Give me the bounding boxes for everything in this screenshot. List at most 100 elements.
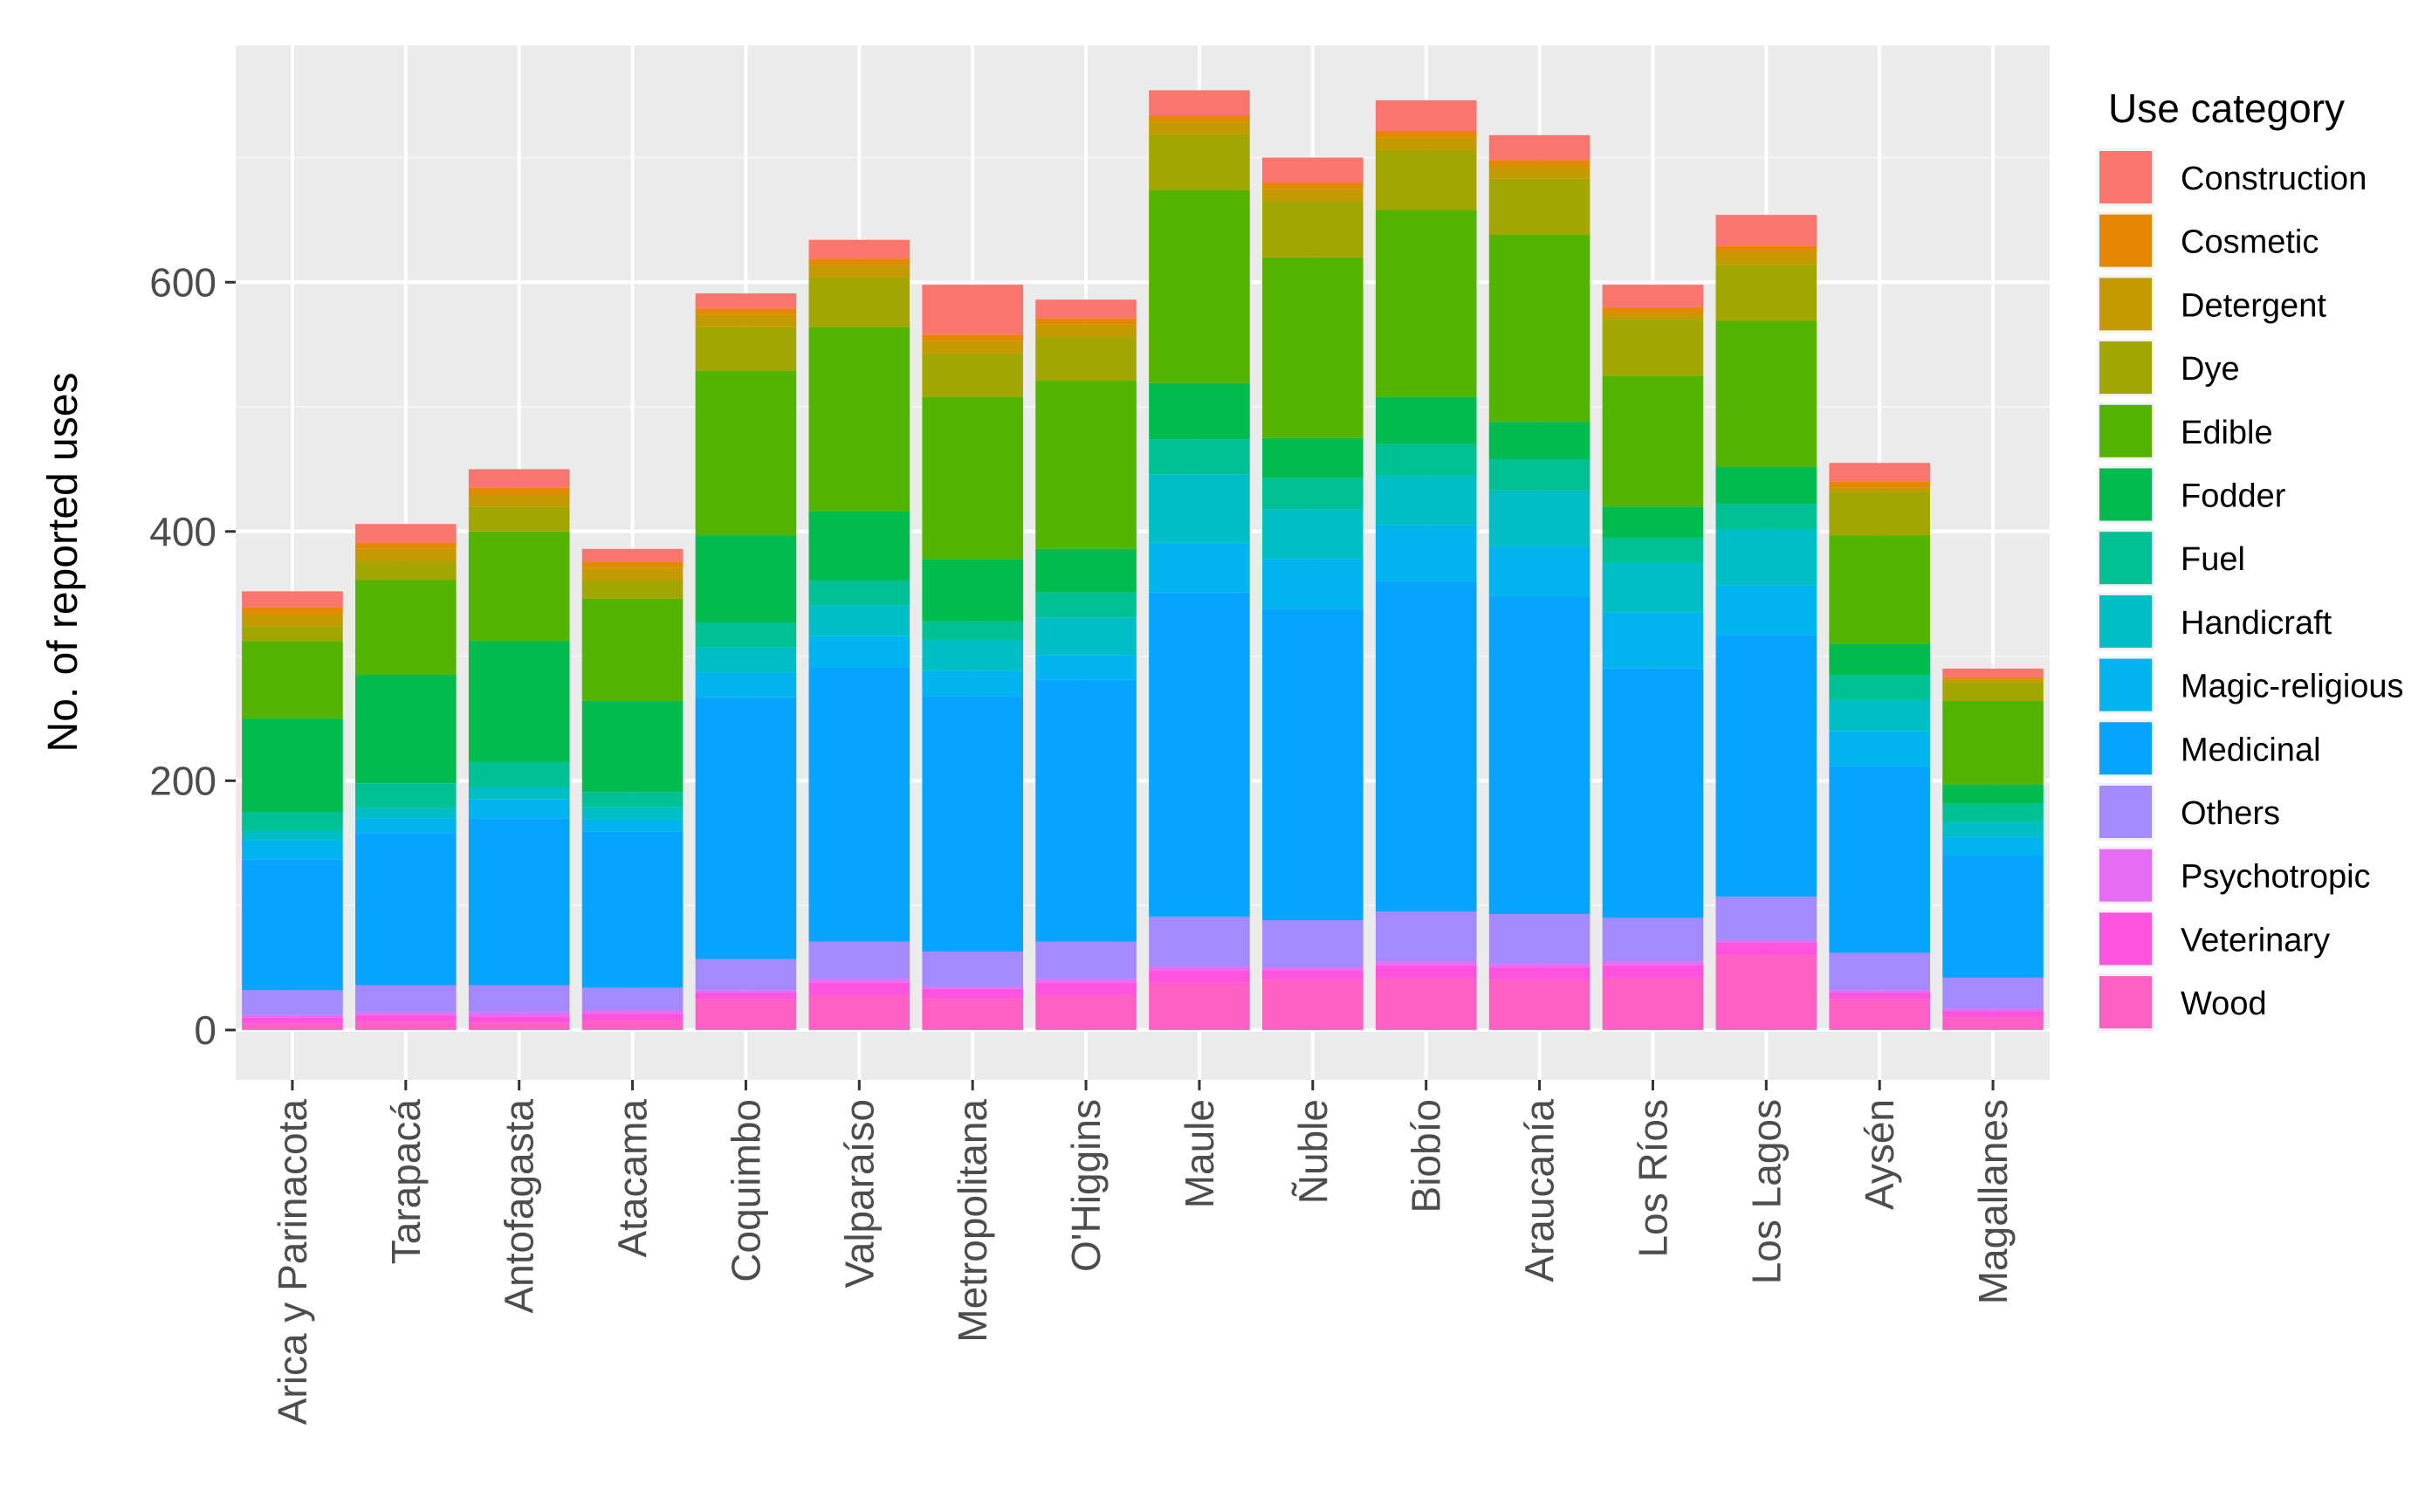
bar-segment (1715, 940, 1817, 943)
bar-segment (1035, 994, 1137, 1030)
bar-segment (1715, 635, 1817, 897)
bar-segment (1035, 941, 1137, 979)
bar-segment (1262, 257, 1364, 438)
bar-segment (1262, 559, 1364, 609)
bar-segment (242, 607, 343, 615)
bar-segment (808, 265, 910, 278)
legend-title: Use category (2108, 86, 2345, 131)
bar-segment (1375, 961, 1477, 966)
bar-segment (1149, 382, 1250, 440)
bar-segment (1829, 463, 1930, 482)
bar-segment (922, 988, 1023, 1000)
x-tick-label: Magallanes (1970, 1099, 2016, 1304)
bar-segment (1488, 596, 1590, 915)
bar-segment (581, 548, 684, 562)
bar-segment (1149, 542, 1250, 593)
bar-segment (1375, 396, 1477, 444)
bar-segment (922, 696, 1023, 952)
legend-label: Others (2181, 795, 2280, 832)
bar-segment (1715, 466, 1817, 505)
bar-segment (922, 999, 1023, 1030)
bar-segment (242, 614, 343, 627)
bar-segment (1375, 443, 1477, 476)
bar-segment (695, 999, 797, 1030)
x-tick-label: Los Lagos (1743, 1099, 1789, 1284)
bar-segment (1035, 592, 1137, 618)
bar-segment (1602, 668, 1704, 918)
bar-segment (468, 641, 570, 762)
bar-segment (1488, 422, 1590, 459)
bar-segment (468, 818, 570, 986)
bar-segment (922, 986, 1023, 989)
x-tick-label: Biobío (1404, 1099, 1449, 1213)
bar-segment (1262, 478, 1364, 510)
bar-segment (355, 674, 457, 784)
bar-segment (808, 979, 910, 983)
bar-segment (1715, 265, 1817, 321)
bar-segment (242, 626, 343, 642)
bar-segment (1375, 137, 1477, 150)
bar-segment (1149, 592, 1250, 917)
bar-segment (242, 641, 343, 718)
x-tick-label: Atacama (610, 1099, 656, 1258)
bar-segment (1942, 677, 2044, 680)
bar-segment (1829, 990, 1930, 993)
bar-segment (1829, 766, 1930, 953)
legend-label: Wood (2181, 986, 2267, 1022)
bar-segment (1602, 375, 1704, 507)
bar-segment (1262, 979, 1364, 1030)
bar-segment (922, 396, 1023, 560)
bar-segment (695, 622, 797, 648)
bar-segment (1035, 655, 1137, 680)
bar-segment (1942, 821, 2044, 837)
bar-segment (695, 308, 797, 315)
bar-segment (355, 542, 457, 549)
x-tick-label: Maule (1177, 1099, 1222, 1208)
x-tick-label: Coquimbo (723, 1099, 768, 1282)
bar-segment (581, 792, 684, 808)
legend-key (2099, 786, 2152, 838)
bar-segment (1488, 134, 1590, 161)
bar-segment (1262, 608, 1364, 921)
bar-segment (581, 1020, 684, 1030)
bar-segment (1262, 201, 1364, 258)
bar-segment (1715, 955, 1817, 1030)
bar-segment (808, 636, 910, 668)
bar-segment (468, 531, 570, 642)
y-tick-label: 200 (149, 758, 216, 803)
bar-segment (1602, 537, 1704, 563)
bar-segment (922, 559, 1023, 622)
y-axis: 0 200 400 600 (149, 259, 236, 1053)
bar-segment (1942, 682, 2044, 701)
bar-segment (1942, 1017, 2044, 1030)
bar-segment (922, 951, 1023, 986)
legend: Use category Construction Cosmetic Deterge… (2097, 86, 2404, 1032)
legend-key (2099, 912, 2152, 966)
bar-segment (1602, 977, 1704, 1030)
y-axis-title: No. of reported uses (40, 373, 86, 753)
bar-segment (468, 799, 570, 819)
bar-segment (1035, 979, 1137, 983)
bar-segment (468, 1016, 570, 1023)
legend-label: Magic-religious (2181, 669, 2404, 705)
bar-segment (1262, 970, 1364, 980)
bar-segment (808, 605, 910, 636)
bar-segment (1942, 784, 2044, 804)
bar-segment (1262, 182, 1364, 189)
bar-segment (1829, 491, 1930, 536)
bar-segment (468, 985, 570, 1013)
bar-segment (1715, 528, 1817, 586)
bar-segment (355, 1014, 457, 1021)
bar-segment (695, 993, 797, 1000)
bar-segment (1942, 977, 2044, 1009)
bar-segment (1602, 285, 1704, 307)
x-tick-label: O'Higgins (1063, 1099, 1109, 1272)
bar-segment (468, 761, 570, 787)
bar-segment (468, 493, 570, 507)
bar-segment (1488, 967, 1590, 980)
legend-label: Veterinary (2181, 922, 2330, 959)
bar-segment (695, 647, 797, 673)
x-tick-label: Araucanía (1517, 1099, 1563, 1282)
legend-key (2099, 341, 2152, 395)
bar-segment (1488, 964, 1590, 968)
